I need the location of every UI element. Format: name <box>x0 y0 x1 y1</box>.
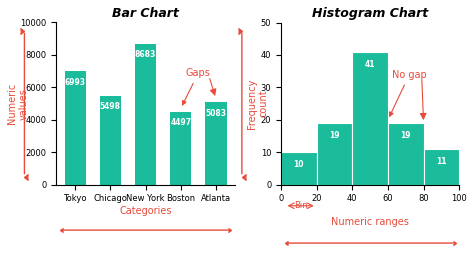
Bar <box>135 44 156 185</box>
Bar <box>205 102 227 185</box>
Bar <box>388 123 424 185</box>
Text: 6993: 6993 <box>64 78 86 87</box>
Bar <box>100 95 121 185</box>
Text: 19: 19 <box>401 131 411 140</box>
Text: No gap: No gap <box>390 70 427 116</box>
Bar <box>352 52 388 185</box>
Text: 4497: 4497 <box>170 118 191 127</box>
Text: 5083: 5083 <box>205 109 227 118</box>
Text: 41: 41 <box>365 60 375 69</box>
X-axis label: Numeric ranges: Numeric ranges <box>331 217 409 227</box>
Bar <box>317 123 352 185</box>
Text: 11: 11 <box>436 157 447 166</box>
Y-axis label: Frequency
count: Frequency count <box>247 79 269 129</box>
Text: 5498: 5498 <box>100 102 121 111</box>
Text: Gaps: Gaps <box>182 68 211 105</box>
Bar <box>170 112 191 185</box>
Text: 19: 19 <box>329 131 340 140</box>
Y-axis label: Numeric
values: Numeric values <box>7 83 28 124</box>
Bar <box>64 71 86 185</box>
Title: Bar Chart: Bar Chart <box>112 7 179 20</box>
Title: Histogram Chart: Histogram Chart <box>312 7 428 20</box>
Text: 10: 10 <box>293 160 304 169</box>
Text: 8683: 8683 <box>135 50 156 59</box>
Bar <box>424 149 459 185</box>
Text: Bin: Bin <box>294 201 308 210</box>
Bar <box>281 152 317 185</box>
X-axis label: Categories: Categories <box>119 206 172 216</box>
